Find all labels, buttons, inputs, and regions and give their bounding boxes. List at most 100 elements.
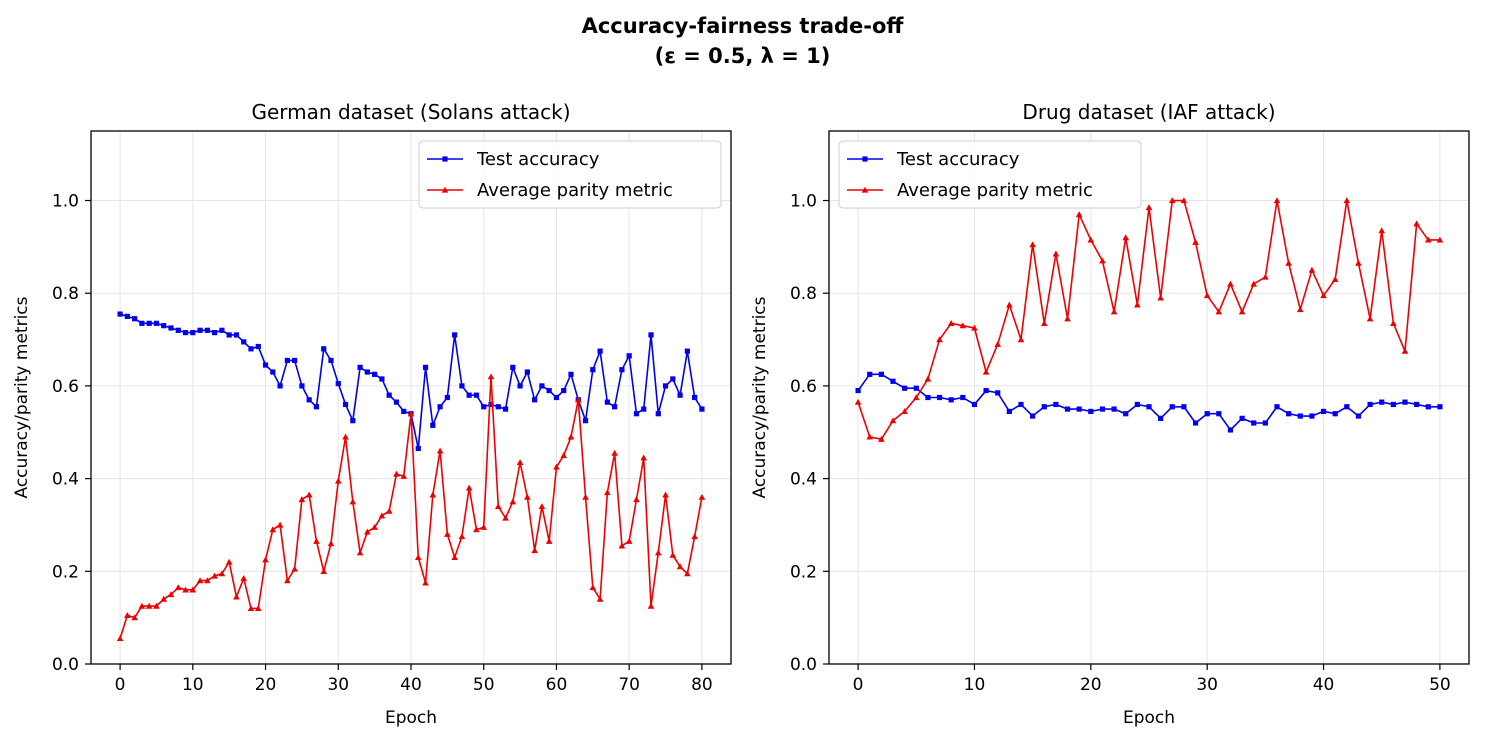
chart0-series-1-point-77 [676,563,684,570]
chart0-series-1-point-31 [342,433,349,440]
chart1-series-0-point-20 [1088,408,1094,415]
chart0-legend: Test accuracy Average parity metric [418,140,722,209]
chart0-series-1-point-27 [313,537,320,544]
chart1-series-0-point-26 [1158,415,1164,421]
chart0-series-0-point-53 [502,406,509,412]
chart1-xlabel: Epoch [1123,708,1175,728]
chart0-series-0-point-61 [561,387,567,394]
chart0-series-0-point-60 [553,394,560,401]
chart0-series-1-point-39 [400,472,408,479]
chart0-series-0-point-70 [626,353,632,359]
chart0-series-1-point-36 [378,512,386,519]
chart1-series-1-point-47 [1401,347,1409,354]
chart0-series-0-point-3 [139,320,145,326]
chart1-series-0-point-4 [902,385,908,391]
chart1-series-0-point-46 [1390,401,1396,408]
chart0-series-0-point-52 [495,404,501,410]
chart0-series-1-point-44 [436,447,444,454]
chart0-series-0-point-36 [379,376,385,382]
chart1-series-1-point-9 [959,322,967,329]
chart1-series-1-point-35 [1262,273,1269,280]
chart0-series-0-point-49 [473,392,480,398]
chart1-series-1-point-26 [1157,294,1164,301]
chart0-series-1-point-53 [502,514,509,521]
chart0-series-1-point-64 [582,493,589,500]
chart0-ytick-label-0: 0.0 [52,655,79,675]
chart0-series-1-point-45 [444,530,451,537]
chart0-series-1-point-35 [371,523,378,530]
chart0-series-1-point-28 [320,568,328,574]
chart0-series-0-point-37 [386,392,392,398]
chart1-series-1-point-21 [1099,257,1106,264]
chart1-series-1-point-11 [982,368,990,375]
chart0-series-0-point-62 [568,371,574,377]
chart0-series-1-point-56 [524,493,531,500]
chart0-legend-marker-1 [441,186,449,193]
chart0-series-0-point-41 [415,445,421,452]
figure-title-line2: (ε = 0.5, λ = 1) [655,44,831,68]
chart0-series-1-point-59 [545,537,553,544]
chart0-series-0-point-79 [692,394,698,401]
chart1-series-1-point-43 [1355,259,1362,266]
chart0-series-0-point-28 [321,346,327,352]
chart0-series-1-point-12 [204,577,211,584]
chart0-series-1-point-26 [305,491,313,498]
chart1-series-0-point-28 [1181,404,1187,410]
chart0-legend-marker-0 [442,156,448,162]
chart1-series-0-point-44 [1367,401,1373,408]
chart1-series-0-point-43 [1355,413,1362,419]
chart0-ytick-label-1: 0.2 [52,562,79,582]
chart1-series-1-point-45 [1378,227,1386,234]
chart0-series-1-point-76 [669,551,677,558]
chart0-series-1-point-78 [684,570,691,577]
chart0-series-1-point-9 [182,586,189,593]
chart1-series-0-point-33 [1239,415,1245,421]
chart0-series-1-point-34 [364,528,371,535]
chart1-xtick-label-2: 20 [1080,675,1102,695]
chart0-series-0-point-44 [437,404,443,410]
chart0-xtick-label-3: 30 [327,675,349,695]
chart1-series-0-point-41 [1332,411,1338,417]
chart0-ytick-label-3: 0.6 [52,377,79,397]
chart1-series-1-point-3 [889,417,897,424]
chart-panel-german: German dataset (Solans attack) 0 10 20 30 40 5… [12,100,732,728]
chart0-series-0-point-38 [393,399,400,405]
chart1-series-1-point-30 [1203,292,1211,299]
chart0-series-1-point-15 [225,558,233,565]
chart0-series-0-point-9 [182,330,189,336]
chart0-xtick-label-2: 20 [255,675,277,695]
chart0-series-1-point-54 [509,498,517,505]
chart1-series-0-point-8 [948,397,954,403]
chart1-series-0-point-39 [1309,413,1315,419]
chart1-xtick-label-5: 50 [1429,675,1451,695]
chart0-xlabel: Epoch [385,708,437,728]
chart1-series-1-point-36 [1273,197,1281,204]
chart0-series-0-point-75 [662,383,669,389]
chart0-series-1-point-42 [422,579,429,586]
chart0-series-0-point-30 [335,380,341,387]
chart0-series-1-point-61 [560,452,568,459]
chart0-series-1-point-21 [269,526,277,533]
chart1-series-0-point-48 [1414,401,1420,408]
chart0-series-1-point-5 [153,602,160,609]
chart0-series-0-point-20 [262,362,269,368]
chart1-series-1-point-25 [1145,204,1153,211]
chart1-series-1-point-24 [1134,301,1141,308]
chart1-series-1-point-12 [994,340,1002,347]
chart0-series-1-point-75 [662,491,669,498]
chart1-series-1-point-42 [1343,197,1351,204]
chart0-series-1-point-60 [553,463,560,470]
chart0-series-0-point-42 [422,364,429,370]
chart1-series-0-point-1 [867,371,873,377]
chart1-series-1-point-40 [1320,292,1327,299]
chart0-series-0-point-76 [670,376,676,382]
chart0-xtick-label-4: 40 [400,675,422,695]
chart0-series-0-point-73 [648,332,654,338]
chart1-series-1-point-31 [1215,308,1223,315]
chart0-series-1-point-10 [189,586,197,593]
chart0-series-0-point-12 [204,327,210,333]
chart0-series-0-point-43 [430,422,436,428]
chart0-series-1-point-66 [596,595,604,602]
chart0-series-0-point-50 [481,404,487,410]
chart0-series-1-point-57 [531,547,538,554]
